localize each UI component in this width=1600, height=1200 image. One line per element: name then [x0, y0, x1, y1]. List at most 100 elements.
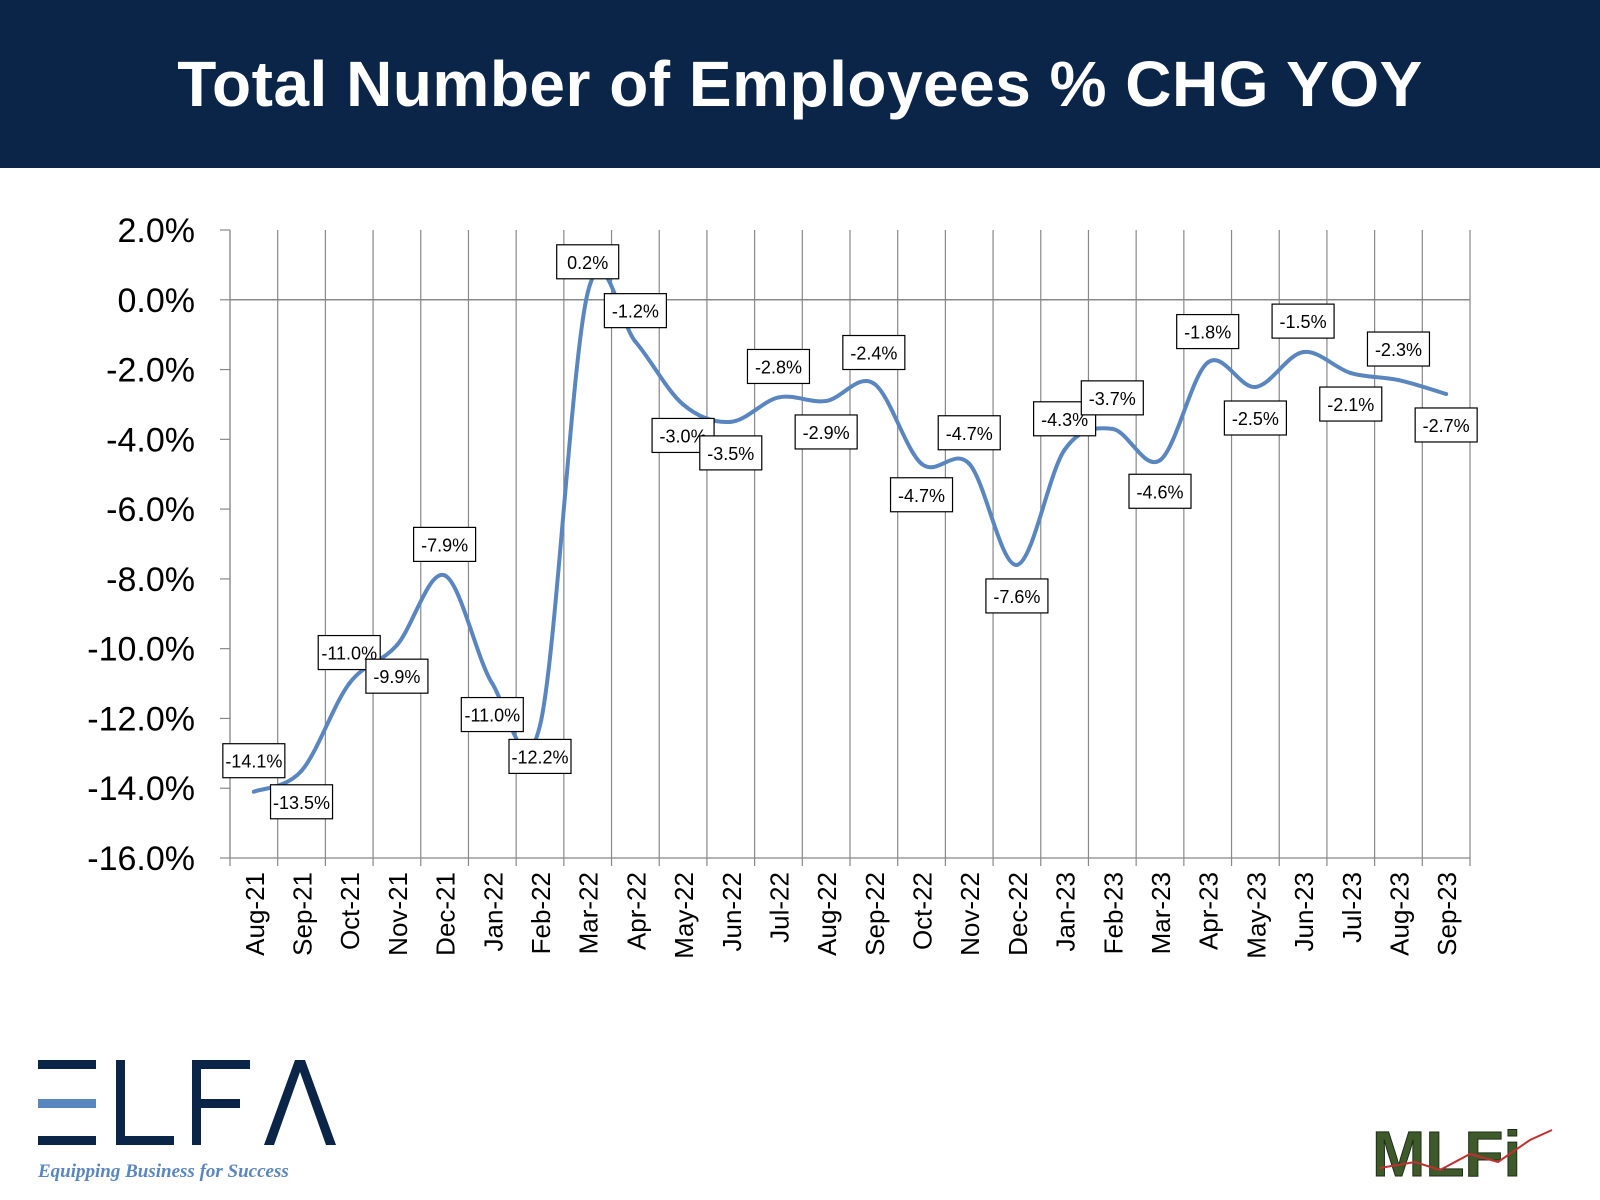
y-tick-label: 2.0% [118, 212, 196, 250]
data-label: -1.8% [1184, 323, 1231, 343]
data-label: -2.5% [1232, 409, 1279, 429]
data-label: -14.1% [225, 752, 282, 772]
data-point [1301, 350, 1306, 355]
data-point [538, 723, 542, 728]
x-tick-label: Aug-22 [812, 872, 842, 956]
data-point [1110, 426, 1115, 431]
data-point [1158, 458, 1162, 463]
data-point [824, 398, 829, 403]
page-title: Total Number of Employees % CHG YOY [177, 48, 1423, 120]
x-tick-label: Dec-21 [431, 872, 461, 956]
data-label-box [1176, 313, 1240, 350]
data-point [728, 419, 733, 424]
data-label: -13.5% [273, 793, 330, 813]
x-tick-label: Aug-23 [1384, 872, 1414, 956]
y-tick-label: -4.0% [106, 421, 195, 459]
x-tick-label: Nov-21 [383, 872, 413, 956]
data-label-box [842, 334, 906, 371]
data-label-box [222, 743, 286, 779]
data-label: -2.1% [1327, 395, 1374, 415]
elfa-tagline: Equipping Business for Success [37, 1161, 289, 1182]
data-label: -2.9% [803, 423, 850, 443]
x-tick-label: Jun-22 [717, 872, 747, 952]
y-tick-label: -16.0% [87, 840, 195, 878]
elfa-logo-l-stem [116, 1060, 125, 1145]
mlfi-logo: MLFi [1372, 1118, 1553, 1184]
data-label: -7.9% [421, 535, 468, 555]
data-label-box [746, 348, 811, 385]
x-tick-label: Sep-23 [1432, 872, 1462, 956]
y-tick-label: -2.0% [106, 352, 195, 390]
data-label: -2.3% [1375, 340, 1422, 360]
x-tick-label: Sep-22 [860, 872, 890, 956]
data-label: -1.2% [612, 302, 659, 322]
data-point [681, 402, 686, 407]
data-point [871, 381, 876, 386]
data-label: -12.2% [511, 747, 568, 767]
data-point [919, 461, 924, 466]
data-point [633, 339, 638, 344]
data-label-box [413, 526, 477, 562]
data-label: -3.0% [660, 426, 707, 446]
data-label: -11.0% [321, 644, 377, 664]
x-tick-label: Jul-23 [1337, 872, 1367, 943]
y-tick-label: -8.0% [106, 561, 195, 599]
data-point [1348, 371, 1353, 376]
data-label-box [556, 244, 620, 280]
x-tick-label: Feb-22 [526, 872, 556, 954]
elfa-logo: Equipping Business for Success [37, 1060, 336, 1182]
x-tick-label: Jun-23 [1289, 872, 1319, 952]
x-tick-label: Aug-21 [240, 872, 270, 956]
x-tick-label: Dec-22 [1003, 872, 1033, 956]
x-tick-label: Feb-23 [1098, 872, 1128, 954]
x-tick-label: Mar-22 [574, 872, 604, 954]
data-label: -3.7% [1089, 389, 1136, 409]
data-label: -4.7% [898, 486, 945, 506]
y-tick-label: -12.0% [87, 700, 195, 738]
x-tick-label: Oct-21 [335, 872, 365, 950]
data-label-box [985, 578, 1049, 614]
data-point [1253, 385, 1258, 389]
elfa-logo-a [264, 1060, 336, 1145]
data-label-box [365, 658, 429, 694]
data-point [776, 395, 781, 400]
data-label: -1.5% [1280, 312, 1327, 332]
elfa-logo-bar-mid [38, 1099, 96, 1108]
data-label-box [460, 696, 524, 733]
data-point [1014, 562, 1019, 567]
data-label-box [1128, 473, 1192, 509]
data-label: -4.6% [1136, 482, 1183, 502]
data-label-box [1271, 303, 1335, 339]
data-point [442, 573, 447, 578]
data-label: -2.4% [850, 344, 897, 364]
data-point [347, 681, 352, 686]
x-tick-label: Sep-21 [288, 872, 318, 956]
data-label-box [269, 784, 334, 820]
elfa-logo-bar-top [38, 1060, 96, 1069]
x-tick-label: Oct-22 [908, 872, 938, 950]
data-point [967, 461, 972, 466]
data-point [394, 643, 399, 648]
data-label-box [1319, 386, 1383, 422]
x-tick-label: Apr-23 [1194, 872, 1224, 950]
data-label-box [794, 414, 858, 450]
data-point [299, 768, 304, 773]
y-tick-label: -10.0% [87, 631, 195, 669]
data-label: -3.5% [707, 444, 754, 464]
elfa-logo-f-top [192, 1060, 250, 1069]
x-tick-label: Apr-22 [621, 872, 651, 950]
elfa-logo-f-mid [192, 1099, 240, 1108]
elfa-logo-bar-bottom [38, 1136, 96, 1145]
data-point [1396, 378, 1401, 383]
y-tick-label: -6.0% [106, 491, 195, 529]
data-label: -11.0% [464, 706, 520, 726]
data-label-box [603, 293, 667, 329]
data-label-box [937, 415, 1001, 451]
mlfi-logo-trendline [1379, 1129, 1553, 1172]
x-tick-label: Nov-22 [955, 872, 985, 956]
data-label-box [699, 435, 763, 471]
title-banner: Total Number of Employees % CHG YOY [0, 0, 1600, 168]
data-point [585, 290, 590, 295]
data-label: -2.7% [1423, 416, 1470, 436]
data-label: -4.3% [1041, 410, 1088, 430]
